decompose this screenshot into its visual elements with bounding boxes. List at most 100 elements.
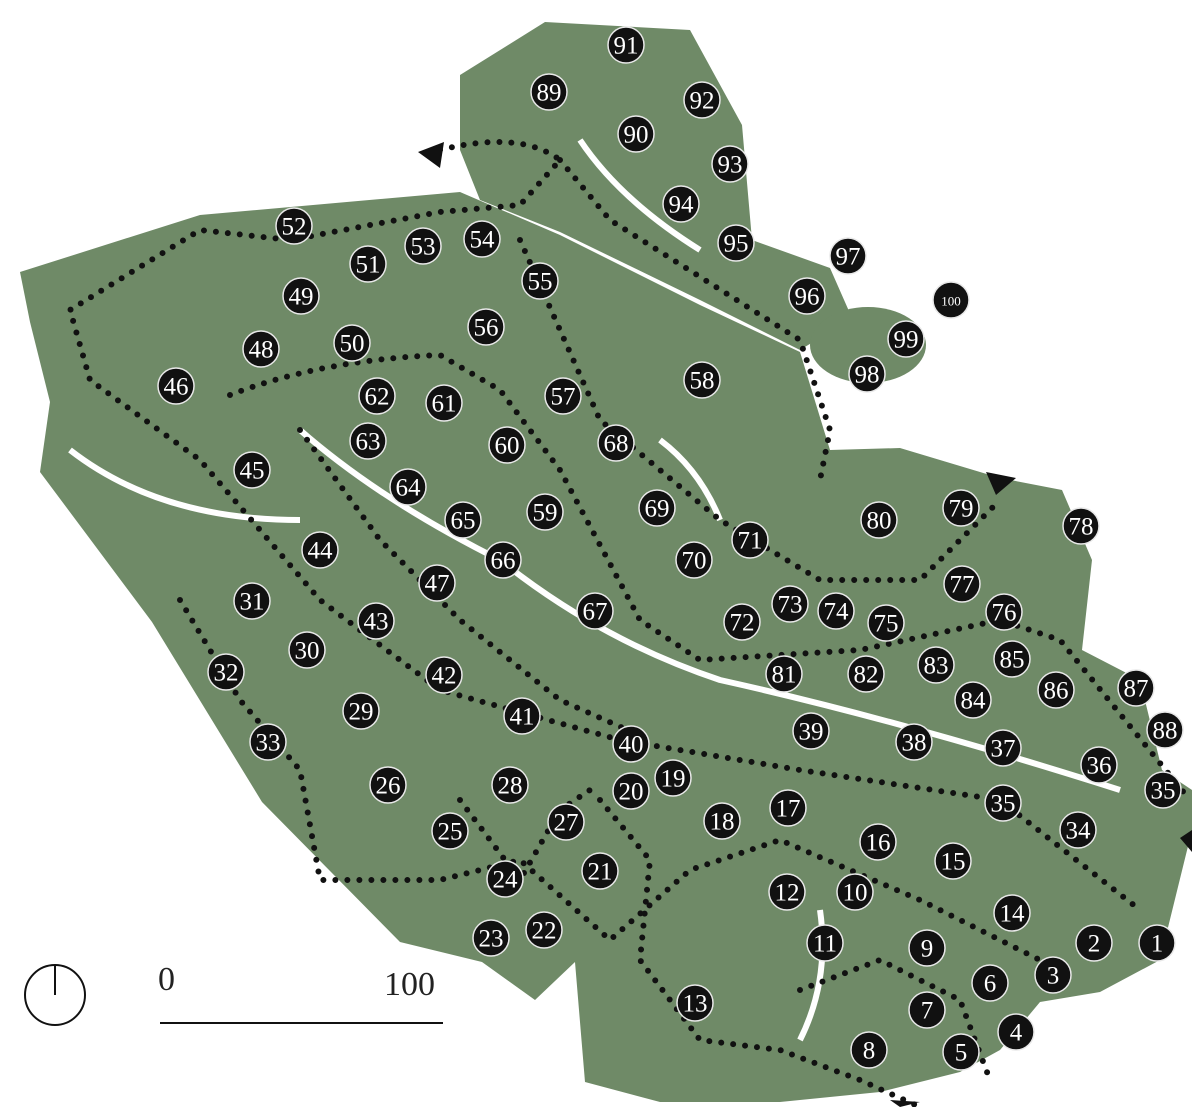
plot-marker: 6 (972, 965, 1008, 1001)
marker-label: 50 (340, 331, 365, 358)
plot-marker: 61 (426, 385, 462, 421)
plot-marker: 25 (432, 813, 468, 849)
plot-marker: 50 (334, 325, 370, 361)
marker-label: 32 (214, 660, 239, 687)
marker-label: 53 (411, 234, 436, 261)
marker-label: 66 (491, 548, 516, 575)
plot-marker: 70 (676, 542, 712, 578)
plot-marker: 4 (998, 1014, 1034, 1050)
plot-marker: 52 (276, 208, 312, 244)
plot-marker: 98 (849, 356, 885, 392)
plot-marker: 92 (684, 82, 720, 118)
marker-label: 57 (551, 384, 576, 411)
marker-label: 48 (249, 337, 274, 364)
plot-marker: 71 (732, 522, 768, 558)
marker-label: 58 (690, 368, 715, 395)
marker-label: 43 (364, 609, 389, 636)
plot-marker: 46 (158, 368, 194, 404)
marker-label: 90 (624, 122, 649, 149)
scale-bar: 0 100 (158, 961, 443, 1023)
marker-label: 86 (1044, 678, 1069, 705)
plot-marker: 26 (370, 767, 406, 803)
marker-label: 95 (724, 231, 749, 258)
plot-marker: 89 (531, 74, 567, 110)
marker-label: 23 (479, 926, 504, 953)
plot-marker: 88 (1147, 712, 1183, 748)
marker-label: 35 (1151, 778, 1176, 805)
plot-marker: 11 (807, 925, 843, 961)
marker-label: 12 (775, 880, 800, 907)
marker-label: 35 (991, 791, 1016, 818)
plot-marker: 75 (868, 605, 904, 641)
marker-label: 83 (924, 653, 949, 680)
marker-label: 68 (604, 431, 629, 458)
plot-marker: 35 (1145, 772, 1181, 808)
plot-marker: 81 (766, 656, 802, 692)
marker-label: 79 (949, 496, 974, 523)
plot-marker: 20 (613, 773, 649, 809)
marker-label: 60 (495, 433, 520, 460)
marker-label: 70 (682, 548, 707, 575)
marker-label: 31 (240, 589, 265, 616)
marker-label: 55 (528, 269, 553, 296)
scale-start: 0 (158, 961, 175, 998)
plot-marker: 99 (888, 321, 924, 357)
plot-marker: 58 (684, 362, 720, 398)
marker-label: 42 (432, 663, 457, 690)
marker-label: 80 (867, 508, 892, 535)
marker-label: 67 (583, 599, 608, 626)
marker-label: 36 (1087, 753, 1112, 780)
map: 0 100 1234567891011121314151617181920212… (0, 0, 1192, 1107)
plot-marker: 100 (933, 282, 969, 318)
marker-label: 21 (588, 859, 613, 886)
plot-marker: 34 (1060, 812, 1096, 848)
marker-label: 13 (683, 991, 708, 1018)
plot-marker: 24 (487, 861, 523, 897)
plot-marker: 27 (548, 804, 584, 840)
plot-marker: 33 (250, 724, 286, 760)
marker-label: 94 (669, 192, 695, 219)
marker-label: 19 (661, 766, 686, 793)
marker-label: 27 (554, 810, 579, 837)
plot-marker: 16 (860, 824, 896, 860)
marker-label: 18 (710, 809, 735, 836)
marker-label: 45 (240, 458, 265, 485)
marker-label: 97 (836, 244, 861, 271)
plot-marker: 51 (350, 246, 386, 282)
marker-label: 44 (308, 538, 334, 565)
arrow (418, 142, 444, 168)
marker-label: 52 (282, 214, 307, 241)
plot-marker: 43 (358, 603, 394, 639)
plot-marker: 74 (818, 593, 854, 629)
marker-label: 33 (256, 730, 281, 757)
marker-label: 99 (894, 327, 919, 354)
marker-label: 85 (1000, 647, 1025, 674)
plot-marker: 30 (289, 632, 325, 668)
marker-label: 10 (843, 880, 868, 907)
plot-marker: 47 (419, 565, 455, 601)
marker-label: 81 (772, 662, 797, 689)
plot-marker: 45 (234, 452, 270, 488)
plot-marker: 12 (769, 874, 805, 910)
plot-marker: 87 (1118, 670, 1154, 706)
marker-label: 100 (941, 294, 961, 309)
marker-label: 54 (470, 227, 496, 254)
marker-label: 22 (532, 918, 557, 945)
marker-label: 40 (619, 732, 644, 759)
marker-label: 56 (474, 315, 499, 342)
plot-marker: 83 (918, 647, 954, 683)
plot-marker: 72 (724, 604, 760, 640)
plot-marker: 77 (944, 566, 980, 602)
marker-label: 20 (619, 779, 644, 806)
marker-label: 5 (955, 1040, 968, 1067)
plot-marker: 35 (985, 785, 1021, 821)
plot-marker: 63 (350, 423, 386, 459)
plot-marker: 76 (986, 594, 1022, 630)
plot-marker: 2 (1076, 925, 1112, 961)
plot-marker: 79 (943, 490, 979, 526)
plot-marker: 15 (935, 843, 971, 879)
plot-marker: 80 (861, 502, 897, 538)
marker-label: 9 (921, 936, 934, 963)
marker-label: 63 (356, 429, 381, 456)
plot-marker: 36 (1081, 747, 1117, 783)
